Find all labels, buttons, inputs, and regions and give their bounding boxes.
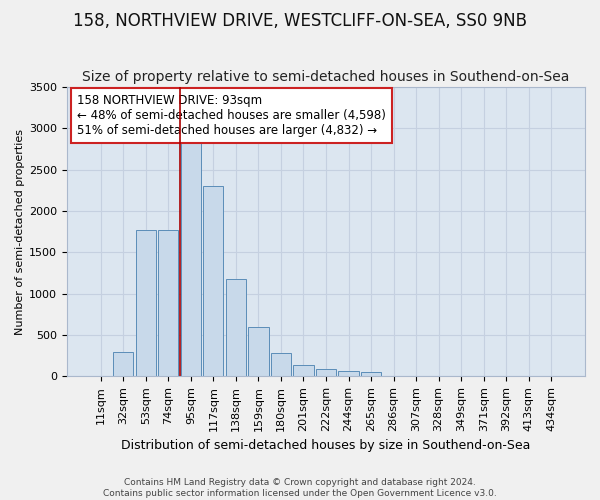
Bar bbox=[226, 279, 246, 376]
Bar bbox=[113, 352, 133, 376]
Bar bbox=[248, 326, 269, 376]
X-axis label: Distribution of semi-detached houses by size in Southend-on-Sea: Distribution of semi-detached houses by … bbox=[121, 440, 530, 452]
Bar bbox=[338, 372, 359, 376]
Text: 158, NORTHVIEW DRIVE, WESTCLIFF-ON-SEA, SS0 9NB: 158, NORTHVIEW DRIVE, WESTCLIFF-ON-SEA, … bbox=[73, 12, 527, 30]
Bar bbox=[158, 230, 178, 376]
Title: Size of property relative to semi-detached houses in Southend-on-Sea: Size of property relative to semi-detach… bbox=[82, 70, 569, 85]
Y-axis label: Number of semi-detached properties: Number of semi-detached properties bbox=[15, 128, 25, 334]
Bar bbox=[316, 369, 336, 376]
Bar bbox=[361, 372, 381, 376]
Text: Contains HM Land Registry data © Crown copyright and database right 2024.
Contai: Contains HM Land Registry data © Crown c… bbox=[103, 478, 497, 498]
Text: 158 NORTHVIEW DRIVE: 93sqm
← 48% of semi-detached houses are smaller (4,598)
51%: 158 NORTHVIEW DRIVE: 93sqm ← 48% of semi… bbox=[77, 94, 386, 138]
Bar bbox=[181, 136, 201, 376]
Bar bbox=[203, 186, 223, 376]
Bar bbox=[136, 230, 156, 376]
Bar bbox=[271, 353, 291, 376]
Bar bbox=[293, 364, 314, 376]
